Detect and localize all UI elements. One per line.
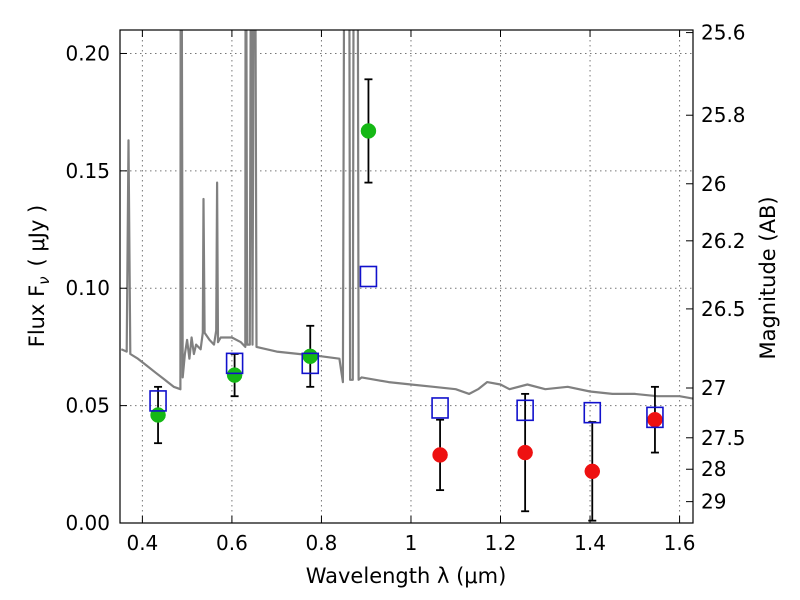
- x-tick-label: 0.6: [216, 531, 248, 555]
- x-tick-label: 0.8: [306, 531, 338, 555]
- x-tick-label: 0.4: [126, 531, 158, 555]
- data-point: [150, 407, 166, 423]
- y-tick-label: 0.15: [65, 159, 110, 183]
- right-tick-label: 26: [701, 172, 726, 196]
- plot-background: [120, 30, 693, 523]
- right-tick-label: 27.5: [701, 426, 746, 450]
- photometry-square-marker: [583, 401, 602, 424]
- x-tick-label: 1: [405, 531, 418, 555]
- model-spectrum: [120, 30, 693, 400]
- y-tick-label: 0.05: [65, 394, 110, 418]
- data-point: [584, 463, 601, 480]
- data-point: [517, 444, 533, 461]
- right-tick-label: 28: [701, 457, 726, 481]
- right-tick-label: 25.6: [701, 21, 746, 45]
- x-tick-label: 1.6: [664, 531, 696, 555]
- data-point: [226, 367, 243, 383]
- y-axis-label-main: Flux F: [25, 285, 49, 347]
- right-tick-label: 25.8: [701, 103, 746, 127]
- photometry-square-marker: [359, 265, 378, 288]
- photometry-square-marker: [516, 399, 534, 422]
- y-tick-label: 0.00: [65, 511, 110, 535]
- right-tick-label: 26.5: [701, 297, 746, 321]
- right-tick-label: 26.2: [701, 229, 746, 253]
- photometry-square-marker: [431, 397, 449, 419]
- y-axis-label: Flux Fν ( μJy ): [25, 205, 53, 348]
- photometry-square-marker: [225, 352, 244, 375]
- axis-ticks: 0.4 0.6 0.8 1 1.2 1.4 1.6 0.00 0.05 0.10 0.15 0.20 2…: [65, 21, 745, 555]
- data-point: [360, 123, 377, 139]
- plot-frame: [119, 29, 694, 524]
- y-axis-label-unit: ( μJy ): [25, 205, 49, 267]
- right-tick-label: 27: [701, 376, 726, 400]
- right-tick-label: 29: [701, 490, 726, 514]
- data-point: [302, 348, 319, 365]
- y-tick-label: 0.20: [65, 41, 110, 65]
- x-axis-label: Wavelength λ (μm): [306, 564, 507, 588]
- photometry-square-marker: [646, 406, 664, 429]
- data-point: [647, 411, 663, 428]
- photometry-square-marker: [149, 390, 167, 412]
- data-point: [432, 447, 448, 463]
- y-axis-label-subscript: ν: [35, 276, 53, 284]
- model-spectrum-line: [120, 30, 693, 400]
- photometry-square-marker: [301, 352, 320, 375]
- y-tick-label: 0.10: [65, 276, 110, 300]
- data-points: [149, 78, 664, 522]
- x-tick-label: 1.4: [574, 531, 606, 555]
- x-tick-label: 1.2: [485, 531, 517, 555]
- right-axis-label: Magnitude (AB): [756, 196, 780, 359]
